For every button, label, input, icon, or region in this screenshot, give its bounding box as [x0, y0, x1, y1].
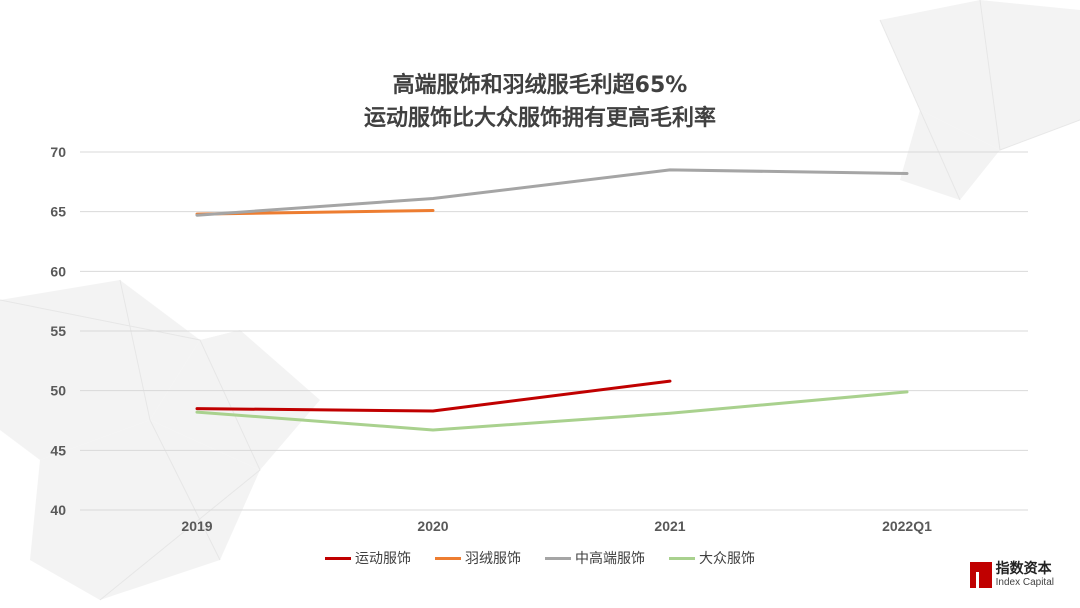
legend-label: 中高端服饰	[575, 551, 645, 567]
legend-swatch	[435, 556, 461, 560]
x-tick-label: 2021	[654, 518, 685, 534]
logo-name-en: Index Capital	[995, 577, 1054, 588]
chart-title-line-1: 高端服饰和羽绒服毛利超65%	[392, 73, 688, 98]
series-line-3	[195, 390, 909, 432]
x-tick-label: 2022Q1	[882, 518, 932, 534]
legend-swatch	[669, 556, 695, 560]
y-tick-label: 45	[50, 442, 66, 458]
legend-item-3: 大众服饰	[669, 548, 755, 568]
logo-mark-icon	[969, 561, 992, 588]
logo-name-cn: 指数资本	[995, 560, 1052, 577]
index-capital-logo: 指数资本 Index Capital	[969, 560, 1054, 588]
legend-item-1: 羽绒服饰	[435, 548, 521, 568]
legend-item-2: 中高端服饰	[545, 548, 645, 568]
chart-legend: 运动服饰 羽绒服饰 中高端服饰 大众服饰	[0, 548, 1080, 568]
x-tick-label: 2019	[181, 518, 212, 534]
y-tick-label: 60	[50, 263, 66, 279]
y-tick-label: 50	[50, 383, 66, 399]
series-line-0	[195, 379, 672, 413]
legend-label: 运动服饰	[355, 551, 411, 567]
legend-swatch	[325, 556, 351, 560]
legend-label: 大众服饰	[699, 551, 755, 567]
series-line-2	[195, 168, 909, 217]
y-tick-label: 40	[50, 502, 66, 518]
chart-title-line-2: 运动服饰比大众服饰拥有更高毛利率	[363, 106, 716, 131]
y-tick-label: 65	[50, 204, 66, 220]
y-tick-label: 55	[50, 323, 66, 339]
x-tick-label: 2020	[417, 518, 448, 534]
legend-swatch	[545, 556, 571, 560]
legend-label: 羽绒服饰	[465, 551, 521, 567]
y-tick-label: 70	[50, 144, 66, 160]
legend-item-0: 运动服饰	[325, 548, 411, 568]
